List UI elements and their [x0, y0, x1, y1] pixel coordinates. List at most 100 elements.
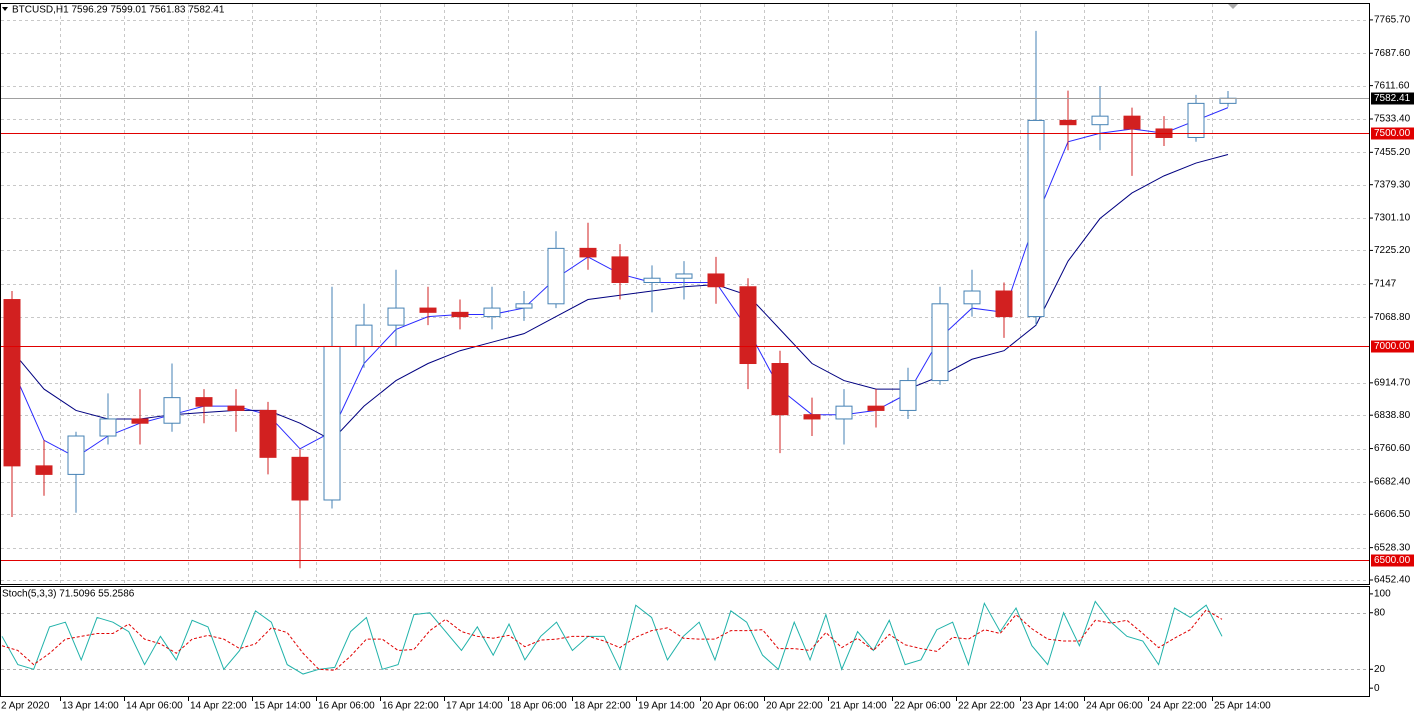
candle-body	[1027, 119, 1045, 318]
x-tick-label: 22 Apr 06:00	[894, 701, 951, 712]
y-tick-label: 6682.40	[1374, 477, 1411, 488]
y-tick-label: 6528.30	[1374, 542, 1411, 553]
candle-body	[1123, 115, 1141, 130]
x-tick-label: 14 Apr 22:00	[190, 701, 247, 712]
axes: 7765.70 7687.60 7611.60 7533.40 7455.20 7379.…	[1, 15, 1414, 712]
candle-body	[739, 286, 757, 365]
candle-body	[35, 465, 53, 475]
candle-body	[291, 456, 309, 501]
candle-body	[707, 273, 725, 288]
x-tick-label: 16 Apr 06:00	[318, 701, 375, 712]
price-plot	[1, 4, 1369, 584]
level-label-box	[1371, 340, 1414, 353]
candle-body	[1091, 115, 1109, 126]
x-tick-label: 15 Apr 14:00	[254, 701, 311, 712]
candle-body	[451, 311, 469, 318]
candle-body	[163, 397, 181, 424]
candle-body	[611, 256, 629, 283]
x-tick-label: 17 Apr 14:00	[446, 701, 503, 712]
y-tick-label: 7225.20	[1374, 245, 1411, 256]
x-tick-label: 21 Apr 14:00	[830, 701, 887, 712]
y-tick-label: 6452.40	[1374, 575, 1411, 586]
stoch-line	[1, 609, 1223, 671]
candle-body	[355, 324, 373, 347]
stoch-line	[1, 600, 1223, 675]
x-tick-label: 20 Apr 22:00	[766, 701, 823, 712]
candle-body	[1187, 102, 1205, 138]
candle-body	[483, 307, 501, 318]
candle-body	[131, 418, 149, 424]
candle-body	[323, 345, 341, 501]
x-tick-label: 23 Apr 14:00	[1022, 701, 1079, 712]
y-tick-label: 7068.80	[1374, 312, 1411, 323]
y-tick-label: 7301.10	[1374, 213, 1411, 224]
y-tick-label: 0	[1374, 683, 1380, 694]
x-tick-label: 16 Apr 22:00	[382, 701, 439, 712]
candle-body	[259, 409, 277, 458]
candle-body	[579, 247, 597, 258]
candle-body	[675, 273, 693, 279]
x-tick-label: 20 Apr 06:00	[702, 701, 759, 712]
y-tick-label: 7533.40	[1374, 114, 1411, 125]
stoch-title: Stoch(5,3,3) 71.5096 55.2586	[2, 589, 135, 600]
candle-body	[515, 303, 533, 309]
x-tick-label: 18 Apr 22:00	[574, 701, 631, 712]
y-tick-label: 6838.80	[1374, 410, 1411, 421]
y-tick-label: 7611.60	[1374, 80, 1410, 91]
x-tick-label: 19 Apr 14:00	[638, 701, 695, 712]
level-label: 7000.00	[1374, 341, 1411, 352]
y-tick-label: 7765.70	[1374, 15, 1411, 26]
candle-body	[963, 290, 981, 305]
y-tick-label: 80	[1374, 607, 1386, 618]
y-tick-label: 7147	[1374, 278, 1397, 289]
y-tick-label: 100	[1374, 589, 1391, 600]
current-price-label: 7582.41	[1374, 93, 1411, 104]
candle-body	[227, 405, 245, 411]
current-price-box	[1371, 92, 1414, 105]
x-tick-label: 22 Apr 22:00	[958, 701, 1015, 712]
main-panel	[0, 3, 1370, 585]
y-tick-label: 7687.60	[1374, 48, 1411, 59]
candle-body	[387, 307, 405, 326]
x-tick-label: 2 Apr 2020	[1, 701, 50, 712]
stoch-plot	[1, 600, 1369, 675]
y-tick-label: 6606.50	[1374, 509, 1411, 520]
candle-body	[899, 380, 917, 411]
candle-body	[835, 405, 853, 420]
x-tick-label: 25 Apr 14:00	[1214, 701, 1271, 712]
shift-marker	[1228, 4, 1238, 9]
candle-body	[1059, 119, 1077, 126]
y-tick-label: 7379.30	[1374, 179, 1411, 190]
menu-triangle	[2, 7, 8, 11]
y-tick-label: 7455.20	[1374, 147, 1411, 158]
candle-body	[867, 405, 885, 411]
level-label-box	[1371, 554, 1414, 567]
candle-body	[643, 277, 661, 283]
level-label: 6500.00	[1374, 555, 1411, 566]
x-tick-label: 24 Apr 06:00	[1086, 701, 1143, 712]
candle-body	[931, 303, 949, 382]
candle-body	[419, 307, 437, 313]
candle-body	[1219, 97, 1237, 104]
candle-body	[547, 247, 565, 305]
x-tick-label: 13 Apr 14:00	[62, 701, 119, 712]
x-tick-label: 18 Apr 06:00	[510, 701, 567, 712]
candle-body	[67, 435, 85, 475]
candle-body	[3, 299, 21, 467]
x-tick-label: 14 Apr 06:00	[126, 701, 183, 712]
chart-title: BTCUSD,H1 7596.29 7599.01 7561.83 7582.4…	[12, 5, 225, 16]
y-tick-label: 6914.70	[1374, 377, 1411, 388]
level-label: 7500.00	[1374, 128, 1411, 139]
candle-body	[99, 418, 117, 437]
candle-body	[771, 363, 789, 416]
level-label-box	[1371, 127, 1414, 140]
candle-body	[195, 397, 213, 407]
y-tick-label: 6760.60	[1374, 443, 1411, 454]
candle-body	[803, 414, 821, 420]
candle-body	[995, 290, 1013, 318]
y-tick-label: 20	[1374, 664, 1386, 675]
stoch-panel	[0, 586, 1370, 697]
x-tick-label: 24 Apr 22:00	[1150, 701, 1207, 712]
